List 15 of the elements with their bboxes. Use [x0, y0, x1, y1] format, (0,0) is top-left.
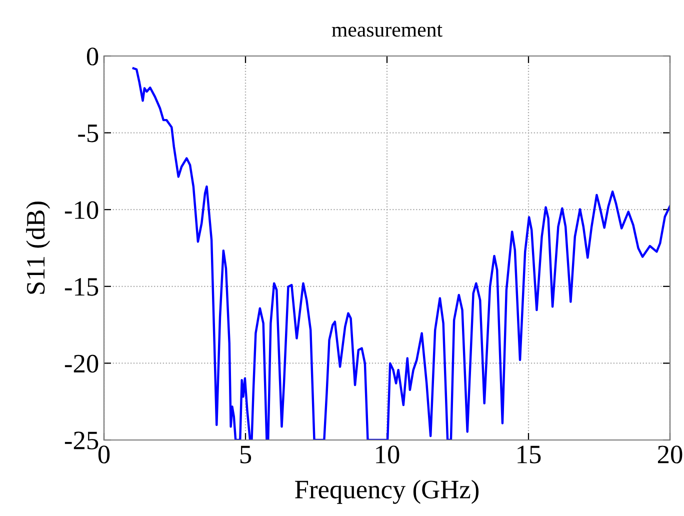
y-tick-label: -10	[64, 201, 98, 220]
y-tick-label: 0	[86, 48, 98, 66]
chart-title: measurement	[332, 24, 442, 37]
y-axis-title: S11 (dB)	[26, 202, 50, 294]
x-tick-label: 5	[240, 446, 252, 464]
y-tick-label: -15	[64, 278, 98, 296]
y-tick-label: -20	[64, 354, 98, 373]
x-tick-label: 0	[98, 446, 110, 464]
line-series	[132, 67, 670, 440]
x-tick-label: 20	[658, 446, 682, 464]
y-tick-label: -25	[64, 432, 98, 450]
y-tick-label: -5	[78, 124, 98, 142]
x-axis-title: Frequency (GHz)	[295, 480, 479, 504]
x-tick-label: 10	[376, 446, 400, 464]
x-tick-label: 15	[518, 446, 541, 464]
